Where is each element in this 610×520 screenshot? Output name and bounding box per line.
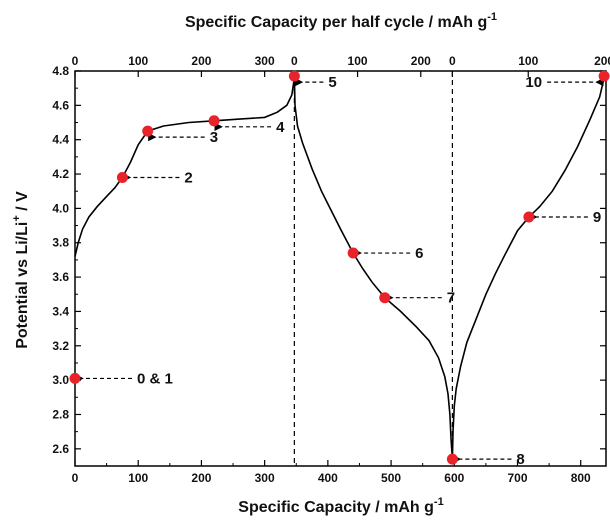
top-tick-label: 200 [594, 54, 610, 68]
point-label: 10 [525, 74, 542, 91]
top-tick-label: 100 [128, 54, 148, 68]
top-tick-label: 300 [255, 54, 275, 68]
top-tick-label: 0 [291, 54, 298, 68]
y-axis-title: Potential vs Li/Li+ / V [11, 191, 31, 349]
x-axis-title: Specific Capacity / mAh g-1 [238, 496, 443, 516]
x-tick-label: 100 [128, 471, 148, 485]
y-tick-label: 3.6 [52, 270, 69, 284]
point-label: 8 [516, 451, 524, 468]
x-axis-title-text: Specific Capacity / mAh g [238, 499, 434, 516]
point-label: 5 [328, 74, 336, 91]
plot-frame [74, 70, 607, 467]
y-tick-label: 3.0 [52, 373, 69, 387]
y-axis-title-suffix: / V [14, 191, 31, 215]
state-point [347, 247, 359, 259]
top-tick-label: 200 [191, 54, 211, 68]
state-point [208, 115, 220, 127]
top-tick-label: 0 [449, 54, 456, 68]
x-tick-label: 200 [191, 471, 211, 485]
x-tick-label: 400 [318, 471, 338, 485]
y-tick-label: 4.4 [52, 133, 69, 147]
point-label: 6 [415, 245, 423, 262]
y-tick-label: 3.4 [52, 304, 69, 318]
y-tick-label: 2.8 [52, 407, 69, 421]
x-tick-label: 300 [255, 471, 275, 485]
state-point [116, 171, 128, 183]
point-label: 0 & 1 [137, 370, 173, 387]
state-point [142, 125, 154, 137]
point-label: 2 [184, 169, 192, 186]
point-label: 3 [210, 129, 218, 146]
y-tick-label: 4.2 [52, 167, 69, 181]
x-tick-label: 600 [444, 471, 464, 485]
y-tick-label: 4.8 [52, 64, 69, 78]
x-axis-title-sup: -1 [434, 496, 444, 508]
y-tick-label: 4.6 [52, 98, 69, 112]
y-tick-label: 4.0 [52, 201, 69, 215]
top-axis-title: Specific Capacity per half cycle / mAh g… [185, 11, 497, 31]
x-tick-label: 800 [571, 471, 591, 485]
top-axis-title-text: Specific Capacity per half cycle / mAh g [185, 14, 487, 31]
state-point [598, 70, 610, 82]
state-point [523, 211, 535, 223]
state-point [446, 453, 458, 465]
x-tick-label: 500 [381, 471, 401, 485]
potential-curve [74, 77, 605, 460]
y-tick-label: 2.6 [52, 442, 69, 456]
y-tick-label: 3.2 [52, 339, 69, 353]
state-point [288, 70, 300, 82]
top-tick-label: 100 [518, 54, 538, 68]
point-label: 7 [447, 290, 455, 307]
x-tick-label: 0 [72, 471, 79, 485]
state-point [379, 292, 391, 304]
top-tick-label: 100 [348, 54, 368, 68]
y-axis-title-text: Potential vs Li/Li [14, 222, 31, 349]
point-label: 9 [593, 209, 601, 226]
top-tick-label: 0 [72, 54, 79, 68]
top-tick-label: 200 [411, 54, 431, 68]
y-axis-title-sup: + [11, 215, 23, 221]
point-label: 4 [276, 119, 285, 136]
y-tick-label: 3.8 [52, 236, 69, 250]
state-point [69, 372, 81, 384]
top-axis-title-sup: -1 [487, 11, 497, 23]
x-tick-label: 700 [507, 471, 527, 485]
